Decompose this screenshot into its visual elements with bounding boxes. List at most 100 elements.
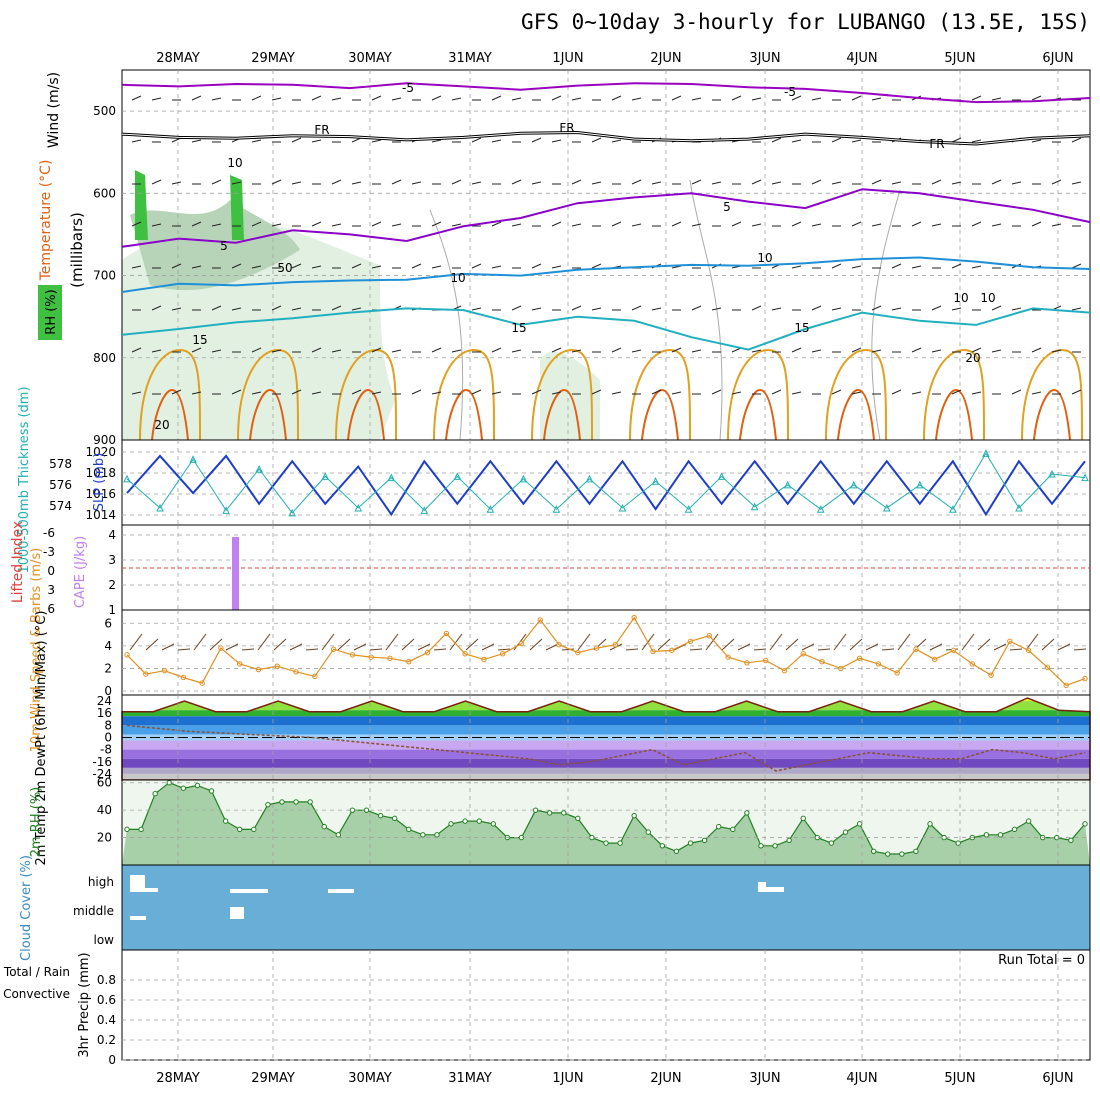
y-tick-wind: 2 — [104, 661, 112, 675]
wind-barb — [891, 307, 902, 311]
contour-20 — [433, 348, 495, 441]
wind-barb — [1011, 307, 1022, 311]
wind-barb-10m — [353, 643, 367, 651]
wind-barb — [611, 221, 622, 227]
rh-point — [448, 821, 454, 827]
wind-barb — [471, 389, 482, 395]
ylabel-millibars: (millibars) — [68, 212, 86, 288]
cape-bar — [232, 537, 239, 610]
wind-barb — [871, 223, 882, 227]
wind-barb — [951, 181, 962, 185]
wind-barb — [1051, 179, 1062, 185]
wind-barb — [251, 347, 262, 353]
wind-barb — [911, 391, 922, 395]
thickness-marker — [552, 505, 561, 513]
wind-barb — [831, 307, 842, 311]
wind-barb — [211, 179, 222, 185]
rh-point — [730, 826, 736, 833]
wind-barb — [211, 97, 222, 101]
cloud-level-label: middle — [73, 904, 114, 918]
contour-label: 10 — [980, 291, 995, 305]
wind-barb — [751, 349, 762, 353]
contour-label: FR — [314, 123, 329, 137]
wind-barb — [951, 137, 962, 143]
rh-point — [462, 818, 468, 824]
wind-barb — [691, 179, 702, 185]
contour-25 — [641, 388, 679, 441]
wind-barb-10m — [369, 648, 383, 651]
wind-barb — [171, 263, 182, 269]
bottom-date-axis: 28MAY 29MAY 30MAY 31MAY 1JUN 2JUN 3JUN 4JUN 5JUN… — [156, 1071, 1073, 1086]
wind-barb — [891, 389, 902, 395]
temp-line — [121, 697, 1091, 781]
wind-barb — [511, 179, 522, 185]
wind-barb — [151, 223, 162, 227]
wind-barb — [791, 221, 802, 227]
thickness-marker — [453, 472, 462, 480]
rh-point — [546, 810, 553, 816]
date-label-top: 29MAY — [251, 51, 295, 66]
wind-barb — [971, 265, 982, 269]
contour-label: -5 — [402, 81, 414, 95]
wind-barb — [691, 223, 702, 227]
wind-barb — [471, 181, 482, 185]
wind-barb — [731, 391, 742, 395]
wind-barb — [371, 265, 382, 269]
y-tick-precip: 0.4 — [97, 1013, 116, 1027]
run-total-label: Run Total = 0 — [998, 953, 1085, 968]
rh-point — [1082, 821, 1088, 827]
y-tick-cape: 3 — [108, 553, 116, 567]
wind-barb — [1071, 307, 1082, 311]
contour-25 — [1033, 388, 1071, 441]
wind-barb — [131, 391, 142, 395]
panel-frame — [121, 609, 1091, 696]
wind-barb — [591, 389, 602, 395]
rh-point — [222, 818, 229, 824]
contour-20 — [727, 348, 789, 441]
wind-barb — [391, 349, 402, 353]
wind-barb — [431, 347, 442, 353]
wind-barb — [371, 221, 382, 227]
wind-barb-10m — [129, 633, 143, 651]
cloud-gap — [230, 889, 268, 893]
y-tick-thickness: 578 — [49, 457, 72, 471]
wind-barb — [851, 347, 862, 353]
wind-barb — [571, 97, 582, 101]
wind-barb — [831, 181, 842, 185]
rh-point — [476, 818, 482, 824]
wind-barb-10m — [929, 643, 943, 651]
wind-barb — [311, 139, 322, 143]
wind-barb-10m — [273, 638, 287, 651]
wind-barb-10m — [433, 648, 447, 651]
rh-point — [716, 823, 722, 830]
wind-barb-10m — [1057, 643, 1071, 651]
wind-barb — [871, 349, 882, 353]
cloud-gap — [130, 916, 146, 920]
wind-barb — [1031, 391, 1042, 395]
thickness-marker — [651, 477, 660, 485]
wind-barb — [831, 263, 842, 269]
wind-barb — [511, 349, 522, 353]
y-tick-precip: 0.2 — [97, 1033, 116, 1047]
wind-barb — [991, 349, 1002, 353]
wind-barb — [911, 221, 922, 227]
wind-barb-10m — [753, 648, 767, 651]
wind-barb — [411, 263, 422, 269]
wind-barb-10m — [737, 643, 751, 651]
wind-barb — [651, 181, 662, 185]
upper-air-panel: 500 600 700 800 900 -5 -5 FR FR FR 5 5 10 10 10 15 15 15 2… — [38, 69, 1091, 447]
wind-barb-10m — [721, 638, 735, 651]
wind-barb — [531, 389, 542, 395]
date-label-top: 31MAY — [448, 51, 492, 66]
contour-label: 10 — [450, 271, 465, 285]
wind-barb — [331, 223, 342, 227]
wind-barb-10m — [481, 643, 495, 651]
wind-barb-10m — [417, 643, 431, 651]
cloud-level-label: low — [94, 933, 115, 947]
wind-barb — [851, 95, 862, 101]
date-label-top: 1JUN — [552, 51, 583, 66]
thickness-marker — [156, 503, 164, 512]
contour-25 — [935, 388, 973, 441]
contour-20 — [923, 348, 985, 441]
wind-barb — [491, 265, 502, 269]
